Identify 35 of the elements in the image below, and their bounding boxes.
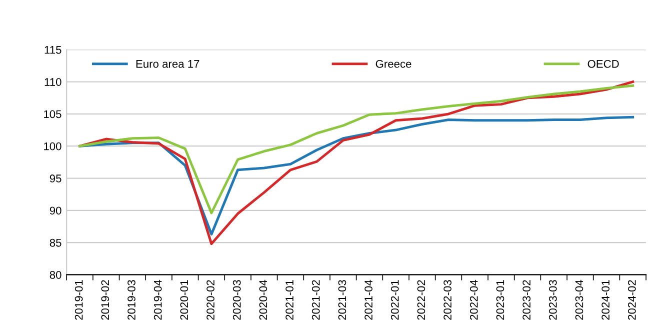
y-tick-label: 110: [44, 78, 62, 86]
y-tick-label: 100: [44, 142, 62, 150]
x-tick-label: 2020-01: [180, 280, 188, 320]
x-tick-label: 2022-03: [444, 280, 452, 320]
legend-label: Greece: [376, 60, 412, 68]
y-tick-label: 90: [50, 206, 62, 215]
x-tick-label: 2023-04: [575, 280, 584, 320]
line-series: [78, 80, 634, 246]
y-tick-label: 105: [44, 110, 62, 118]
x-tick-label: 2023-03: [548, 280, 557, 320]
legend-label: Euro area 17: [136, 60, 200, 68]
y-tick-label: 85: [50, 238, 62, 247]
x-tick-label: 2020-04: [259, 280, 268, 320]
x-tick-label: 2021-03: [338, 280, 346, 320]
x-tick-label: 2023-02: [522, 280, 530, 320]
x-tick-label: 2021-02: [312, 280, 320, 320]
x-tick-label: 2023-01: [496, 280, 504, 320]
x-tick-label: 2021-04: [364, 280, 372, 320]
x-tick-label: 2020-02: [206, 280, 214, 320]
y-tick-label: 115: [44, 46, 62, 54]
x-tick-label: 2022-01: [390, 280, 399, 320]
x-tick-label: 2020-03: [232, 280, 241, 320]
x-tick-label: 2019-04: [154, 280, 162, 320]
y-tick-label: 80: [50, 270, 62, 279]
x-tick-label: 2022-04: [470, 280, 478, 320]
x-tick-label: 2019-01: [74, 280, 83, 320]
x-tick-label: 2024-01: [602, 280, 610, 320]
x-tick-label: 2019-03: [128, 280, 136, 320]
legend-label: OECD: [588, 60, 619, 68]
y-tick-label: 95: [50, 174, 62, 182]
line-series: [78, 84, 634, 214]
x-tick-label: 2022-02: [417, 280, 426, 320]
x-tick-label: 2024-02: [628, 280, 636, 320]
x-tick-label: 2019-02: [101, 280, 110, 320]
x-tick-label: 2021-01: [286, 280, 294, 320]
